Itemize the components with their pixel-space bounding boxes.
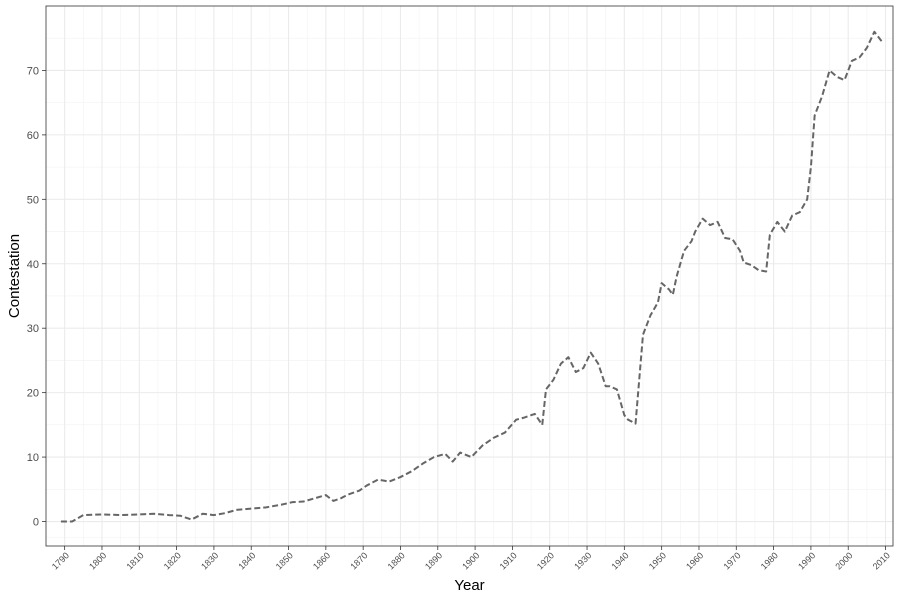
x-tick-label: 1910 [498, 550, 519, 571]
x-tick-label: 1900 [460, 550, 481, 571]
y-tick-label: 10 [27, 452, 39, 464]
x-tick-label: 1920 [535, 550, 556, 571]
x-tick-label: 1990 [796, 550, 817, 571]
x-tick-label: 1850 [274, 550, 295, 571]
x-tick-label: 1930 [572, 550, 593, 571]
y-tick-label: 20 [27, 388, 39, 400]
x-tick-label: 1950 [647, 550, 668, 571]
y-tick-label: 50 [27, 194, 39, 206]
x-tick-label: 1940 [610, 550, 631, 571]
x-tick-label: 1840 [236, 550, 257, 571]
x-axis-title: Year [454, 577, 484, 594]
y-tick-label: 60 [27, 130, 39, 142]
y-tick-label: 70 [27, 65, 39, 77]
x-tick-label: 1860 [311, 550, 332, 571]
y-tick-label: 30 [27, 323, 39, 335]
x-tick-label: 1880 [386, 550, 407, 571]
minor-gridlines [46, 6, 893, 546]
x-tick-label: 1980 [759, 550, 780, 571]
plot-panel-border [45, 5, 894, 547]
x-tick-label: 1960 [684, 550, 705, 571]
y-axis-title: Contestation [6, 234, 23, 318]
x-tick-label: 2010 [871, 550, 892, 571]
x-tick-label: 1890 [423, 550, 444, 571]
x-tick-label: 1800 [87, 550, 108, 571]
x-tick-label: 2000 [833, 550, 854, 571]
y-tick-label: 40 [27, 259, 39, 271]
major-gridlines [46, 6, 893, 546]
plot-panel-background [46, 6, 893, 546]
x-tick-label: 1830 [199, 550, 220, 571]
x-axis-ticks: 1790 1800 1810 1820 1830 1840 1850 1860 1870 1880… [50, 546, 892, 572]
x-tick-label: 1970 [721, 550, 742, 571]
y-axis-ticks: 0 10 20 30 40 50 60 70 [27, 65, 46, 529]
series-line [60, 30, 883, 523]
x-tick-label: 1870 [348, 550, 369, 571]
series-layer [60, 30, 883, 523]
x-tick-label: 1790 [50, 550, 71, 571]
x-tick-label: 1820 [162, 550, 183, 571]
y-tick-label: 0 [33, 517, 39, 529]
x-tick-label: 1810 [124, 550, 145, 571]
